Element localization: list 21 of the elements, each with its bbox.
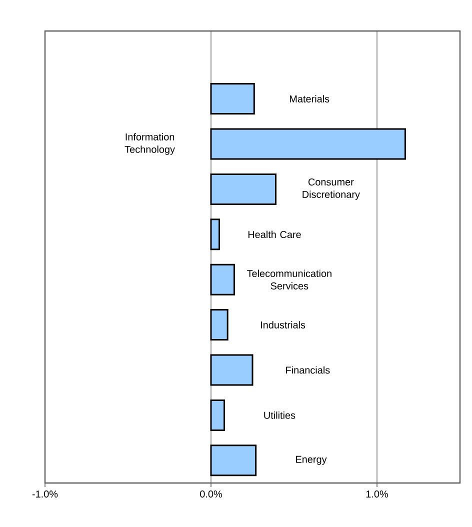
bar bbox=[210, 264, 235, 296]
y-tick-label: Information Technology bbox=[124, 133, 175, 155]
y-tick-label: Utilities bbox=[264, 412, 296, 419]
y-tick-label: Health Care bbox=[248, 230, 301, 238]
bar bbox=[210, 309, 228, 341]
bar bbox=[210, 354, 254, 386]
y-tick-label: Materials bbox=[290, 95, 330, 102]
bar bbox=[210, 444, 257, 476]
y-tick-label: Industrials bbox=[261, 321, 306, 328]
y-tick-label: Consumer Discretionary bbox=[302, 178, 360, 200]
bar bbox=[210, 173, 276, 205]
bar bbox=[210, 399, 226, 431]
x-tick-label: 0.0% bbox=[200, 490, 222, 498]
y-tick-label: Financials bbox=[286, 366, 330, 374]
x-tick-label: -1.0% bbox=[32, 490, 58, 498]
y-tick-label: Energy bbox=[296, 456, 327, 465]
bar bbox=[210, 83, 255, 115]
x-tick-label: 1.0% bbox=[366, 490, 388, 498]
bar bbox=[210, 218, 220, 250]
bar bbox=[210, 128, 406, 160]
y-tick-label: Telecommunication Services bbox=[247, 270, 332, 290]
